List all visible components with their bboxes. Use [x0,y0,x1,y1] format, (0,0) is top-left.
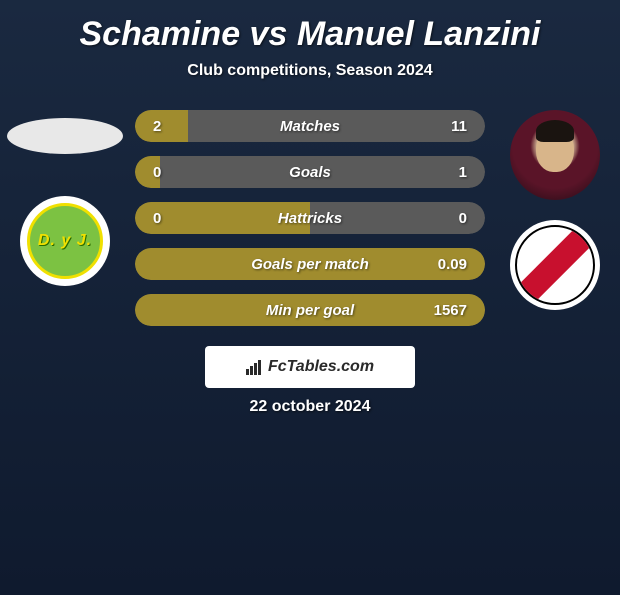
date-text: 22 october 2024 [0,398,620,416]
stat-label: Goals [289,164,331,181]
stat-right-value: 0 [427,210,467,227]
club-left-badge: D. y J. [20,196,110,286]
player-head-icon [536,126,574,172]
page-title: Schamine vs Manuel Lanzini [0,15,620,54]
stat-row: 0 Goals 1 [135,156,485,188]
stat-right-value: 1 [427,164,467,181]
right-column [500,110,610,310]
stat-row: Min per goal 1567 [135,294,485,326]
left-column: D. y J. [10,110,120,286]
stat-label: Hattricks [278,210,342,227]
stat-left-value: 0 [153,210,193,227]
river-badge-inner [515,225,595,305]
player-left-avatar [7,118,123,154]
chart-icon [246,359,264,375]
stat-label: Min per goal [266,302,354,319]
dyj-badge-text: D. y J. [38,232,92,250]
stats-list: 2 Matches 11 0 Goals 1 0 Hattricks 0 Goals per ma… [135,110,485,326]
stat-right-value: 11 [427,118,467,135]
stat-right-value: 0.09 [427,256,467,273]
stat-left-value: 0 [153,164,193,181]
stat-row: Goals per match 0.09 [135,248,485,280]
page-subtitle: Club competitions, Season 2024 [0,62,620,80]
stat-row: 0 Hattricks 0 [135,202,485,234]
player-hair-icon [536,120,574,142]
stat-left-value: 2 [153,118,193,135]
dyj-badge-inner: D. y J. [27,203,103,279]
river-stripe-icon [515,225,595,305]
club-right-badge [510,220,600,310]
watermark-text: FcTables.com [268,358,374,376]
stat-row: 2 Matches 11 [135,110,485,142]
player-right-avatar [510,110,600,200]
stat-right-value: 1567 [427,302,467,319]
stat-label: Matches [280,118,340,135]
watermark[interactable]: FcTables.com [205,346,415,388]
comparison-content: D. y J. 2 Matches 11 0 Goals 1 0 Hattricks 0 Goal… [0,110,620,326]
stat-label: Goals per match [251,256,369,273]
